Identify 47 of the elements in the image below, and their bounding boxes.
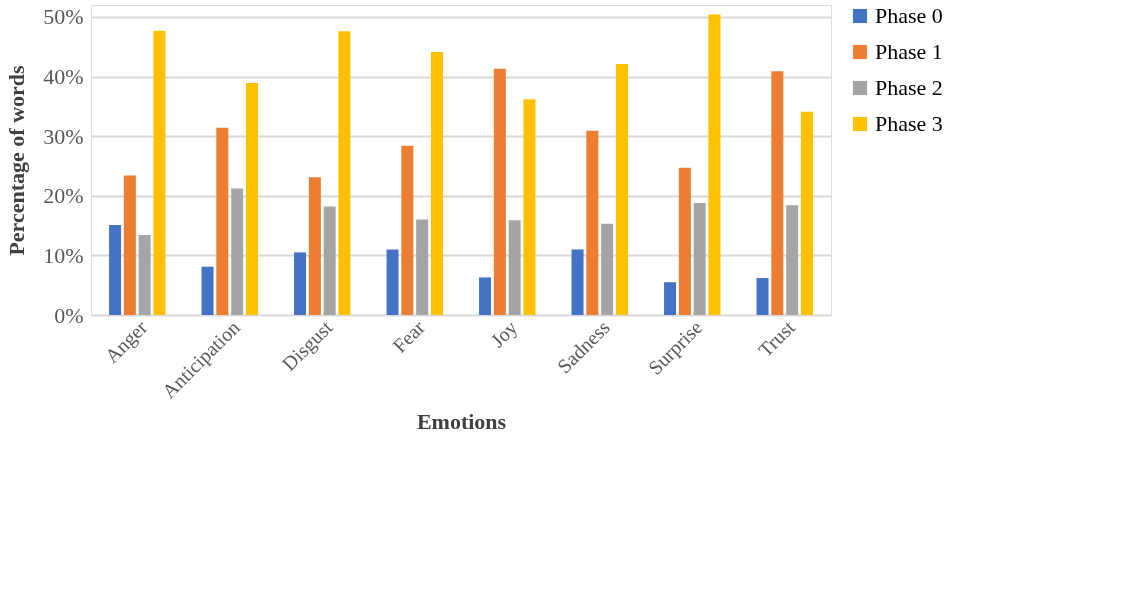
y-tick-label: 0% [54, 302, 84, 328]
y-tick-label: 40% [43, 64, 84, 90]
bar [523, 99, 536, 315]
bar [430, 52, 443, 315]
bar [708, 14, 721, 315]
bar [216, 127, 229, 315]
bar [601, 223, 614, 315]
bar [109, 224, 122, 315]
bar [479, 277, 492, 315]
bar [294, 252, 307, 315]
bar [401, 145, 414, 315]
bar [800, 111, 813, 315]
bar [245, 83, 258, 315]
bar [138, 235, 151, 315]
bar [493, 68, 506, 315]
bar [571, 249, 584, 315]
y-axis-title: Percentage of words [4, 64, 30, 256]
y-tick-label: 20% [43, 183, 84, 209]
bar [508, 220, 521, 315]
bar [771, 71, 784, 315]
y-tick-label: 30% [43, 123, 84, 149]
x-tick-label: Trust [753, 315, 800, 361]
bar [123, 175, 136, 315]
x-tick-label: Fear [388, 315, 430, 357]
bar [416, 219, 429, 315]
bar [786, 205, 799, 315]
bar [231, 188, 244, 315]
bar [153, 30, 166, 315]
legend-label: Phase 1 [875, 39, 943, 64]
legend-label: Phase 2 [875, 75, 943, 100]
bar [323, 206, 336, 315]
bar [386, 249, 399, 315]
y-tick-label: 50% [43, 4, 84, 30]
bar [693, 202, 706, 315]
bar [664, 282, 677, 315]
bar [586, 130, 599, 315]
bar [678, 167, 691, 315]
x-axis-title: Emotions [416, 409, 507, 435]
y-tick-label: 10% [43, 242, 84, 268]
bar [615, 64, 628, 315]
bar [756, 278, 769, 315]
bar [308, 177, 321, 315]
bar [201, 266, 214, 315]
legend-label: Phase 3 [875, 111, 943, 136]
x-tick-label: Joy [486, 316, 523, 352]
legend-label: Phase 0 [875, 3, 943, 28]
bar [338, 31, 351, 315]
